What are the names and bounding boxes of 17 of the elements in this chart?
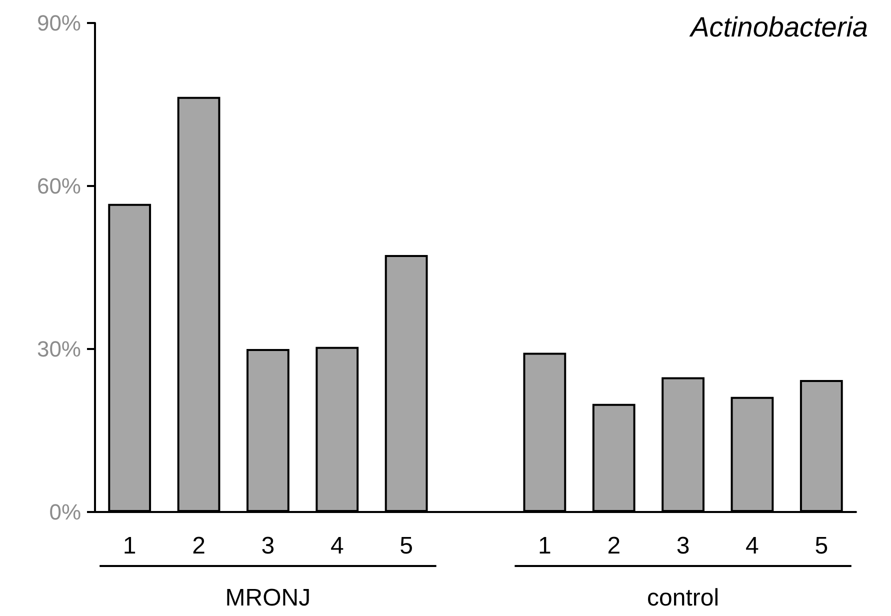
x-tick-label: 5 [400,532,413,560]
text: MRONJ [225,584,311,612]
x-tick-label: 4 [746,532,759,560]
y-tick-label: 90% [36,10,81,36]
text: control [647,584,720,612]
y-tick-label: 30% [36,336,81,362]
x-tick-label: 1 [538,532,552,560]
x-tick-label: 3 [676,532,690,560]
y-tick-label: 0% [49,500,81,524]
y-tick-label: 60% [36,174,81,198]
x-tick-label: 3 [261,532,275,560]
x-tick-label: 4 [330,532,344,560]
x-tick-label: 1 [122,532,136,560]
x-tick-label: 5 [814,532,828,560]
chart-title: Actinobacteria [688,12,868,42]
x-tick-label: 2 [607,532,621,560]
x-tick-label: 2 [192,532,206,560]
